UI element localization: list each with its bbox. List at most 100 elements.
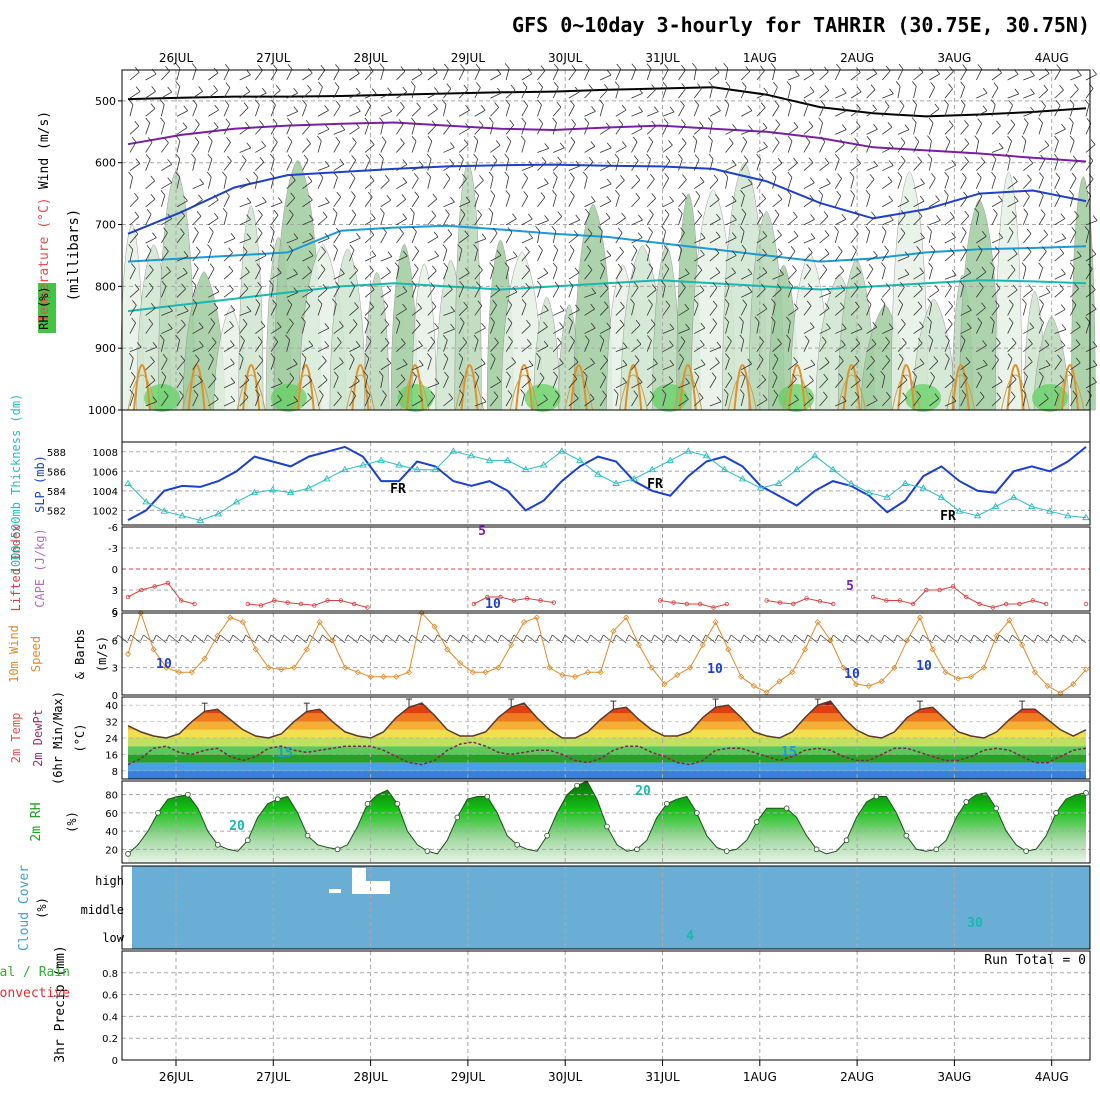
wind-barb bbox=[976, 364, 988, 371]
wind-barb bbox=[975, 69, 983, 81]
wind10-barb bbox=[807, 634, 819, 644]
wind-barb bbox=[333, 163, 345, 171]
wind-barb bbox=[975, 322, 983, 334]
wind-barb bbox=[427, 327, 439, 334]
wind-barb bbox=[678, 287, 686, 298]
wind-barb-flag bbox=[349, 244, 355, 251]
wind-barb bbox=[960, 196, 968, 208]
wind-barb-flag bbox=[258, 65, 263, 71]
wind-barb-flag bbox=[1060, 213, 1066, 219]
wind-barb bbox=[740, 339, 745, 352]
rh-tick-label: 80 bbox=[105, 791, 118, 802]
wind-barb-flag bbox=[977, 372, 983, 378]
wind-barb bbox=[631, 68, 637, 81]
wind-barb bbox=[913, 376, 917, 388]
wind-barb bbox=[427, 383, 440, 389]
contour-label: 10 bbox=[844, 667, 860, 682]
wind-barb-flag bbox=[150, 175, 156, 182]
contour-label: 5 bbox=[846, 579, 854, 594]
warm-contour-outer bbox=[727, 374, 757, 411]
precip-tick-label: 0.6 bbox=[102, 991, 118, 1002]
wind-barb-flag bbox=[739, 334, 745, 341]
wind-barb-flag bbox=[1014, 88, 1020, 95]
warm-contour-outer bbox=[1000, 374, 1030, 411]
thickness-marker bbox=[431, 465, 440, 473]
wind-barb-flag bbox=[1045, 287, 1051, 293]
ylabel-temp-units: (°C) bbox=[73, 724, 87, 753]
wind-barb-flag bbox=[982, 87, 988, 94]
wind-barb bbox=[1038, 267, 1043, 280]
wind-barb bbox=[819, 162, 830, 171]
wind-barb bbox=[458, 69, 465, 81]
wind-barb-flag bbox=[1044, 339, 1050, 346]
wind-barb-flag bbox=[426, 153, 432, 160]
wind10-barb bbox=[730, 634, 742, 644]
thickness-marker bbox=[124, 479, 132, 486]
wind-barb-flag bbox=[209, 353, 214, 360]
wind-barb-flag bbox=[447, 229, 453, 235]
wind-speed-marker bbox=[380, 673, 387, 680]
wind-barb-flag bbox=[412, 226, 417, 233]
wind-barb bbox=[615, 306, 625, 316]
wind-barb bbox=[834, 307, 845, 316]
wind-barb bbox=[145, 361, 155, 371]
wind-barb bbox=[458, 286, 465, 298]
wind-barb-flag bbox=[318, 389, 324, 396]
wind-barb-flag bbox=[590, 196, 596, 202]
wind-barb bbox=[333, 87, 340, 99]
wind-barb bbox=[176, 339, 180, 352]
wind10-barb-flag bbox=[1047, 634, 1051, 642]
ylabel-temperature: Temperature (°C) bbox=[37, 197, 52, 322]
rh-marker bbox=[783, 805, 790, 812]
wind-barb bbox=[615, 347, 628, 353]
mb-tick-label: 500 bbox=[95, 95, 116, 108]
wind-barb bbox=[505, 256, 518, 262]
wind-barb-flag bbox=[364, 353, 370, 359]
wind-barb-flag bbox=[537, 99, 542, 106]
wind-barb bbox=[897, 323, 906, 334]
wind10-barb bbox=[296, 634, 308, 644]
wind-barb-flag bbox=[795, 70, 800, 76]
wind-barb-flag bbox=[434, 378, 440, 384]
temp-band bbox=[128, 701, 1086, 706]
wind-barb bbox=[631, 267, 636, 280]
wind-barb-flag bbox=[333, 371, 339, 378]
wind-barb-flag bbox=[135, 158, 141, 164]
wind-barb-flag bbox=[948, 300, 953, 307]
wind10-barb-flag bbox=[229, 634, 234, 642]
wind-barb-flag bbox=[1074, 83, 1079, 90]
rh-marker bbox=[1023, 848, 1029, 854]
wind-barb-flag bbox=[569, 245, 575, 251]
wind-barb bbox=[349, 286, 356, 298]
wind-barb bbox=[835, 129, 847, 135]
wind-barb bbox=[741, 183, 753, 190]
wind-barb-flag bbox=[724, 298, 730, 305]
wind-barb bbox=[913, 122, 917, 135]
wind-barb bbox=[1038, 376, 1044, 389]
wind-barb-flag bbox=[320, 264, 326, 270]
wind10-barb bbox=[858, 634, 870, 644]
dewpoint-line bbox=[127, 741, 1087, 766]
wind-barb bbox=[176, 360, 186, 371]
wind-barb bbox=[756, 92, 768, 99]
wind-barb bbox=[1007, 181, 1018, 189]
wind-barb-flag bbox=[505, 99, 510, 105]
wind-barb-flag bbox=[998, 195, 1003, 202]
wind-barb bbox=[803, 305, 812, 316]
wind-barb-flag bbox=[355, 68, 360, 74]
wind-barb bbox=[207, 231, 214, 244]
rh-marker bbox=[364, 800, 371, 807]
wind-barb bbox=[1023, 327, 1034, 334]
wind-barb bbox=[490, 160, 498, 171]
wind-barb bbox=[254, 104, 260, 117]
wind-barb-flag bbox=[806, 300, 812, 307]
wind-barb-flag bbox=[886, 391, 891, 398]
wind-barb bbox=[960, 215, 970, 226]
wind-barb-flag bbox=[1055, 100, 1061, 106]
wind10-barb-flag bbox=[319, 634, 323, 642]
wind-speed-marker bbox=[214, 632, 221, 639]
wind-barb bbox=[160, 339, 165, 352]
wind-barb-flag bbox=[885, 283, 891, 289]
wind-barb-flag bbox=[277, 197, 283, 203]
wind-barb-flag bbox=[180, 355, 186, 361]
